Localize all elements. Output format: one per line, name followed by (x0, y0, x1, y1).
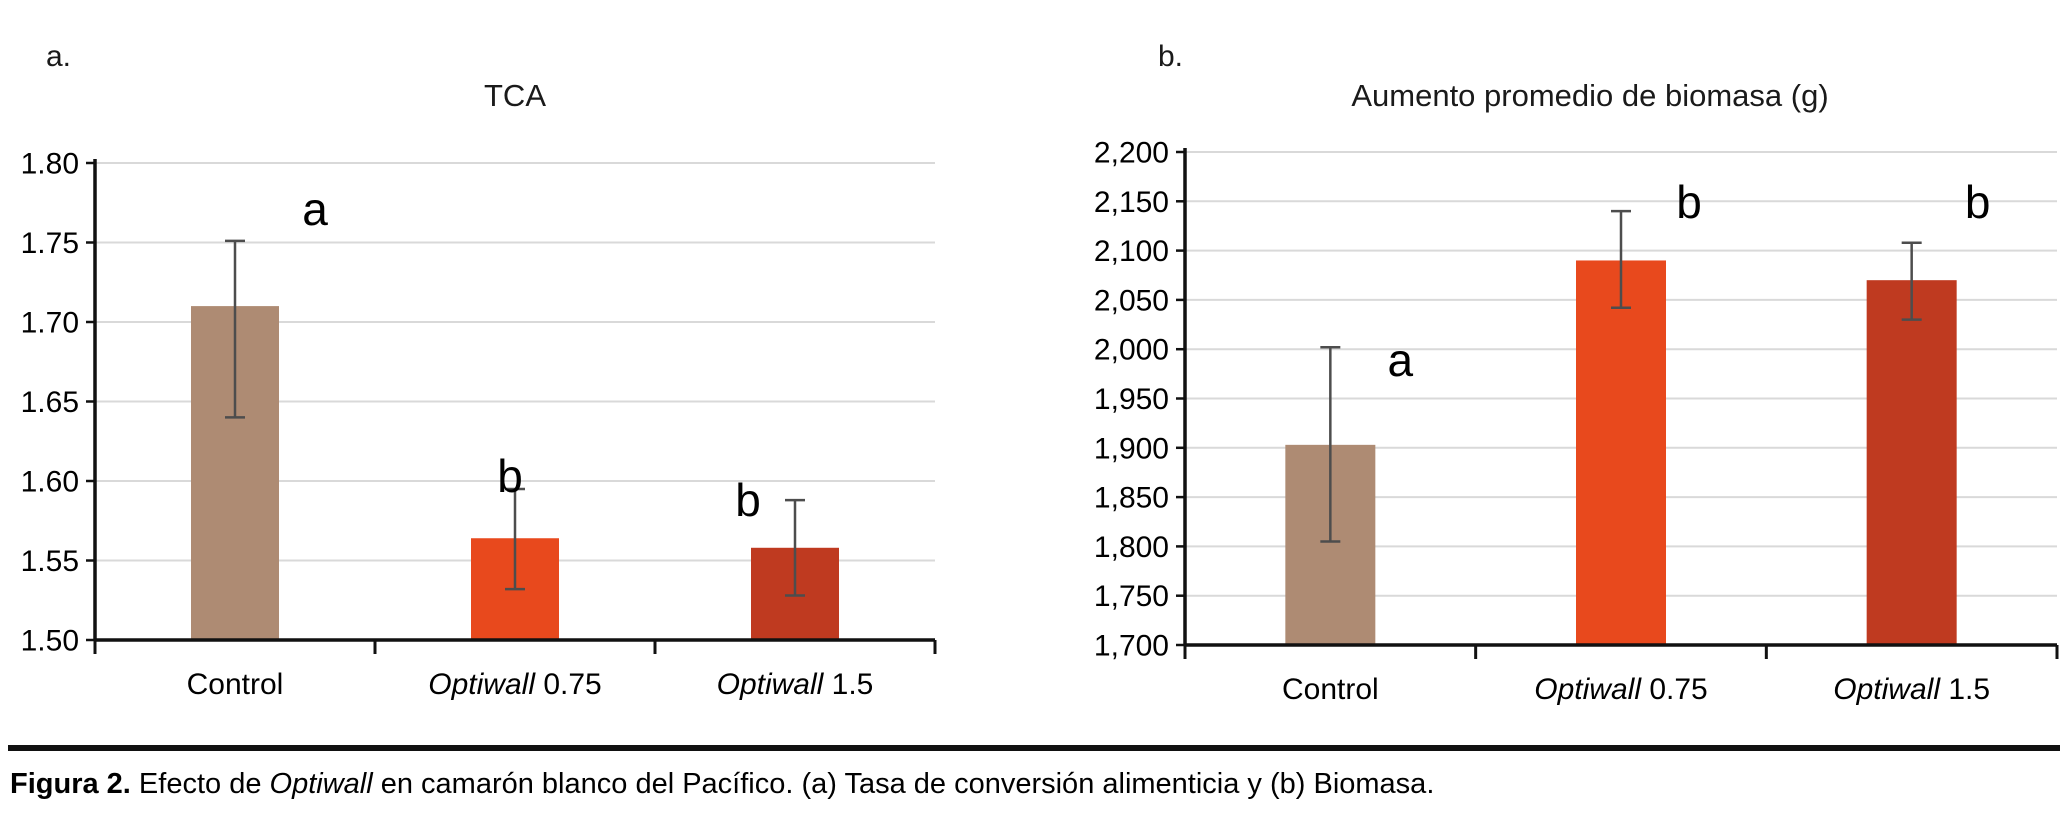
bar-optiwall-1-5 (1866, 280, 1957, 645)
x-category-label-optiwall-0-75: Optiwall 0.75 (1534, 673, 1707, 706)
caption-segment: en camarón blanco del Pacífico. (a) Tasa… (372, 768, 1435, 800)
y-tick-label: 1.50 (21, 625, 79, 658)
x-category-label-control: Control (187, 668, 284, 701)
y-tick-label: 1.80 (21, 148, 79, 181)
x-category-label-control: Control (1282, 673, 1379, 706)
y-tick-label: 2,100 (1094, 235, 1169, 268)
biomasa-bar-chart: 2,200 2,150 2,100 2,050 2,000 1,950 1,900 1,850… (1094, 137, 2059, 706)
chart-title-tca: TCA (484, 78, 546, 113)
x-category-label-optiwall-1-5: Optiwall 1.5 (717, 668, 874, 701)
x-category-label-optiwall-1-5: Optiwall 1.5 (1833, 673, 1990, 706)
y-tick-label: 1,950 (1094, 383, 1169, 416)
figure-caption: Figura 2. Efecto de Optiwall en camarón … (10, 765, 2050, 803)
caption-segment: Figura 2. (10, 768, 131, 800)
y-tick-label: 1,900 (1094, 432, 1169, 465)
y-tick-label: 1.60 (21, 466, 79, 499)
caption-divider (8, 745, 2060, 751)
bar-optiwall-0-75 (1576, 260, 1666, 645)
y-tick-label: 1,850 (1094, 482, 1169, 515)
sig-letter-control: a (1388, 334, 1414, 386)
y-tick-label: 1.55 (21, 545, 79, 578)
y-tick-label: 1,750 (1094, 580, 1169, 613)
y-tick-label: 1.75 (21, 227, 79, 260)
y-tick-label: 2,200 (1094, 137, 1169, 170)
sig-letter-optiwall-0-75: b (497, 450, 523, 502)
x-category-label-optiwall-0-75: Optiwall 0.75 (428, 668, 601, 701)
y-tick-label: 2,150 (1094, 186, 1169, 219)
y-tick-label: 1.65 (21, 386, 79, 419)
caption-segment: Optiwall (269, 768, 373, 800)
y-tick-label: 1,800 (1094, 531, 1169, 564)
sig-letter-optiwall-0-75: b (1676, 176, 1702, 228)
panel-label-a: a. (46, 40, 72, 73)
sig-letter-optiwall-1-5: b (735, 474, 761, 526)
sig-letter-control: a (302, 183, 328, 235)
y-tick-label: 1,700 (1094, 630, 1169, 663)
panel-label-b: b. (1158, 40, 1184, 73)
caption-segment: Efecto de (130, 768, 270, 800)
y-tick-label: 1.70 (21, 307, 79, 340)
y-tick-label: 2,050 (1094, 284, 1169, 317)
tca-bar-chart: 1.80 1.75 1.70 1.65 1.60 1.55 1.50 a b b Control Op… (21, 148, 937, 701)
y-tick-label: 2,000 (1094, 334, 1169, 367)
sig-letter-optiwall-1-5: b (1965, 176, 1991, 228)
chart-title-biomasa: Aumento promedio de biomasa (g) (1351, 78, 1829, 113)
